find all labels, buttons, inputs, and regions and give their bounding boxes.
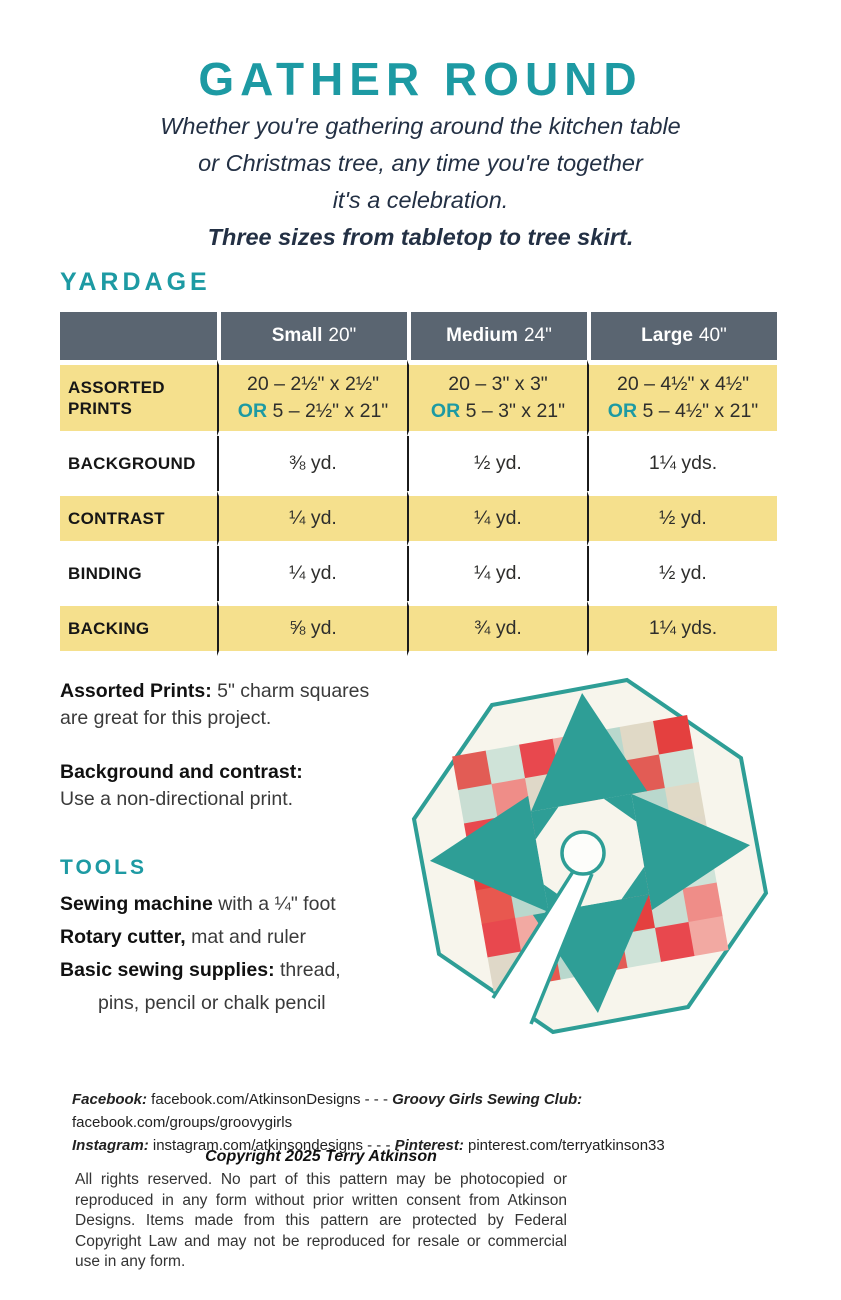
table-cell: 1¼ yds. [587,436,777,491]
yardage-header-large: Large 40" [587,312,777,360]
copyright-block: Copyright 2025 Terry Atkinson All rights… [75,1148,567,1273]
table-cell: 20 – 2½" x 2½" OR 5 – 2½" x 21" [217,360,407,436]
table-cell: ¼ yd. [407,546,587,601]
col-size: 24" [523,325,552,346]
pinterest-url[interactable]: pinterest.com/terryatkinson33 [463,1137,665,1154]
subtitle-sizes-line: Three sizes from tabletop to tree skirt. [207,224,634,250]
social-links: Facebook: facebook.com/AtkinsonDesigns -… [72,1088,802,1157]
table-cell: ¼ yd. [217,546,407,601]
row-label: CONTRAST [60,491,217,546]
col-size: 20" [328,325,357,346]
or-accent: OR [237,400,268,422]
page-subtitle: Whether you're gathering around the kitc… [0,108,841,256]
note-text: 5" charm squares are great for this proj… [60,680,370,729]
col-name: Medium [446,325,518,346]
tree-skirt-photo [411,677,769,1035]
tool-basic-supplies: Basic sewing supplies: thread, [60,959,341,981]
or-accent: OR [607,400,638,422]
or-accent: OR [430,400,461,422]
social-line-2: Instagram: instagram.com/atkinsondesigns… [72,1134,802,1157]
row-label: BACKGROUND [68,454,196,473]
table-cell: ¼ yd. [407,491,587,546]
separator: - - - [360,1091,393,1108]
table-row-binding: BINDING ¼ yd. ¼ yd. ½ yd. [60,546,777,601]
yardage-table: Small 20" Medium 24" Large 40" ASSORTED PRI… [60,312,777,656]
skirt-slit-edge [529,873,594,1025]
facebook-url[interactable]: facebook.com/AtkinsonDesigns [147,1091,361,1108]
note-text: Use a non-directional print. [60,788,294,810]
table-row-contrast: CONTRAST ¼ yd. ¼ yd. ½ yd. [60,491,777,546]
material-notes: Assorted Prints: 5" charm squares are gr… [60,678,395,813]
subtitle-line: Whether you're gathering around the kitc… [160,113,681,139]
table-cell: ¾ yd. [407,601,587,656]
tools-section: TOOLS Sewing machine with a ¼" foot Rota… [60,856,420,1020]
pinterest-label: Pinterest: [394,1137,464,1154]
subtitle-line: it's a celebration. [332,187,509,213]
table-cell: ⅜ yd. [217,436,407,491]
row-label: BACKING [60,601,217,656]
col-name: Small [271,325,323,346]
note-label: Assorted Prints: [60,680,212,702]
separator: - - - [362,1137,395,1154]
instagram-label: Instagram: [72,1137,149,1154]
tool-rotary-cutter: Rotary cutter, mat and ruler [60,926,307,948]
table-cell: ½ yd. [587,546,777,601]
page-title: GATHER ROUND [198,53,643,105]
yardage-heading: YARDAGE [60,268,211,296]
col-name: Large [641,325,693,346]
table-cell: 1¼ yds. [587,601,777,656]
copyright-title: Copyright 2025 Terry Atkinson [205,1148,437,1165]
trunk-hole [560,830,606,876]
note-assorted-prints: Assorted Prints: 5" charm squares are gr… [60,678,395,732]
row-label: BINDING [68,564,142,583]
table-cell: 20 – 4½" x 4½" OR 5 – 4½" x 21" [587,360,777,436]
copyright-body: All rights reserved. No part of this pat… [75,1171,567,1270]
row-label: ASSORTED PRINTS [60,360,217,436]
yardage-table-header: Small 20" Medium 24" Large 40" [60,312,777,360]
social-line-1: Facebook: facebook.com/AtkinsonDesigns -… [72,1088,802,1134]
table-cell: ¼ yd. [217,491,407,546]
skirt-slit-edge [491,869,576,999]
yardage-header-empty [60,312,217,360]
table-cell: ⅝ yd. [217,601,407,656]
yardage-header-medium: Medium 24" [407,312,587,360]
note-background-contrast: Background and contrast: Use a non-direc… [60,759,395,813]
tool-sewing-machine: Sewing machine with a ¼" foot [60,893,336,915]
subtitle-line: or Christmas tree, any time you're toget… [198,150,643,176]
table-cell: 20 – 3" x 3" OR 5 – 3" x 21" [407,360,587,436]
facebook-label: Facebook: [72,1091,148,1108]
col-size: 40" [698,325,727,346]
yardage-header-small: Small 20" [217,312,407,360]
table-cell: ½ yd. [587,491,777,546]
club-label: Groovy Girls Sewing Club: [392,1091,583,1108]
table-row-background: BACKGROUND ⅜ yd. ½ yd. 1¼ yds. [60,436,777,491]
tools-heading: TOOLS [60,856,147,879]
skirt-slit-gap [493,870,592,1024]
club-url[interactable]: facebook.com/groups/groovygirls [72,1114,293,1131]
tool-basic-supplies-line2: pins, pencil or chalk pencil [98,992,326,1014]
table-row-backing: BACKING ⅝ yd. ¾ yd. 1¼ yds. [60,601,777,656]
table-cell: ½ yd. [407,436,587,491]
instagram-url[interactable]: instagram.com/atkinsondesigns [148,1137,363,1154]
note-label: Background and contrast: [60,761,303,783]
table-row-assorted-prints: ASSORTED PRINTS 20 – 2½" x 2½" OR 5 – 2½… [60,360,777,436]
